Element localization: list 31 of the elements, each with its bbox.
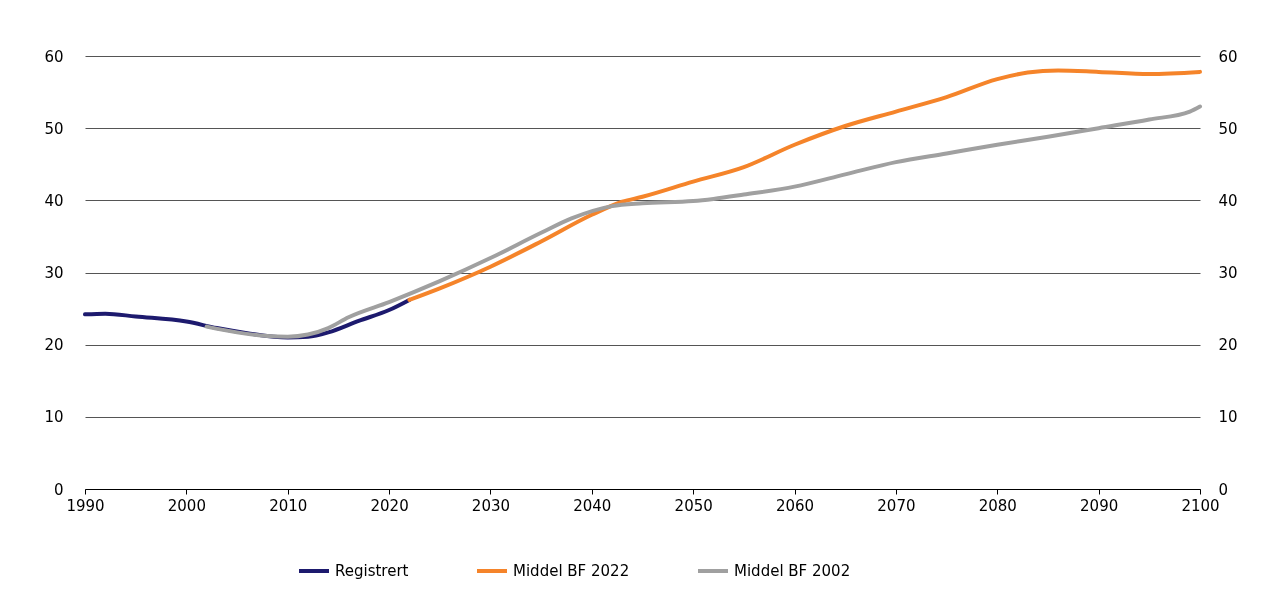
- x-tick-label: 2030: [471, 496, 511, 515]
- y-tick-label: 40: [44, 191, 64, 210]
- y-tick-label: 0: [53, 480, 64, 499]
- legend-label: Registrert: [335, 562, 409, 580]
- x-tick-label: 2000: [167, 496, 206, 515]
- y2-tick-label: 40: [1218, 191, 1238, 210]
- y-tick-label: 50: [44, 119, 64, 138]
- y2-tick-label: 10: [1218, 408, 1238, 427]
- x-tick-label: 2070: [877, 496, 916, 515]
- y-tick-label: 10: [44, 408, 64, 427]
- x-tick-label: 2020: [370, 496, 409, 515]
- x-tick-label: 2100: [1181, 496, 1220, 515]
- line-series: [407, 68, 1202, 302]
- y2-tick-label: 0: [1218, 480, 1229, 499]
- y-tick-label: 60: [44, 47, 64, 66]
- y-tick-label: 20: [44, 336, 64, 355]
- y2-tick-label: 50: [1218, 119, 1238, 138]
- x-tick-label: 2060: [775, 496, 815, 515]
- y-tick-label: 30: [44, 264, 64, 282]
- y2-tick-label: 60: [1218, 47, 1238, 66]
- x-tick-label: 2010: [269, 496, 308, 515]
- legend-label: Middel BF 2002: [734, 562, 851, 580]
- x-tick-label: 2090: [1080, 496, 1119, 515]
- x-tick-label: 1990: [66, 496, 105, 515]
- line-series: [204, 104, 1202, 339]
- x-tick-label: 2050: [674, 496, 713, 515]
- y2-tick-label: 20: [1218, 336, 1238, 355]
- y2-tick-label: 30: [1218, 264, 1238, 282]
- x-tick-label: 2040: [573, 496, 612, 515]
- legend-label: Middel BF 2022: [513, 562, 630, 580]
- x-tick-label: 2080: [978, 496, 1017, 515]
